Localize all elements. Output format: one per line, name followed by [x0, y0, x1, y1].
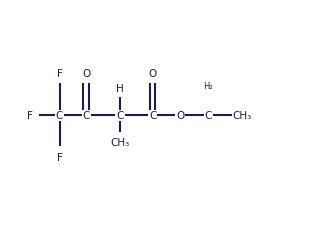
- Text: CH₃: CH₃: [232, 111, 252, 121]
- Text: O: O: [82, 69, 90, 79]
- Text: H: H: [116, 84, 124, 94]
- Text: CH₃: CH₃: [110, 138, 129, 148]
- Text: C: C: [205, 111, 212, 121]
- Text: C: C: [56, 111, 63, 121]
- Text: F: F: [56, 69, 62, 79]
- Text: H₂: H₂: [203, 82, 213, 91]
- Text: C: C: [149, 111, 156, 121]
- Text: O: O: [149, 69, 157, 79]
- Text: O: O: [176, 111, 185, 121]
- Text: C: C: [82, 111, 90, 121]
- Text: F: F: [27, 111, 33, 121]
- Text: F: F: [56, 153, 62, 163]
- Text: C: C: [116, 111, 124, 121]
